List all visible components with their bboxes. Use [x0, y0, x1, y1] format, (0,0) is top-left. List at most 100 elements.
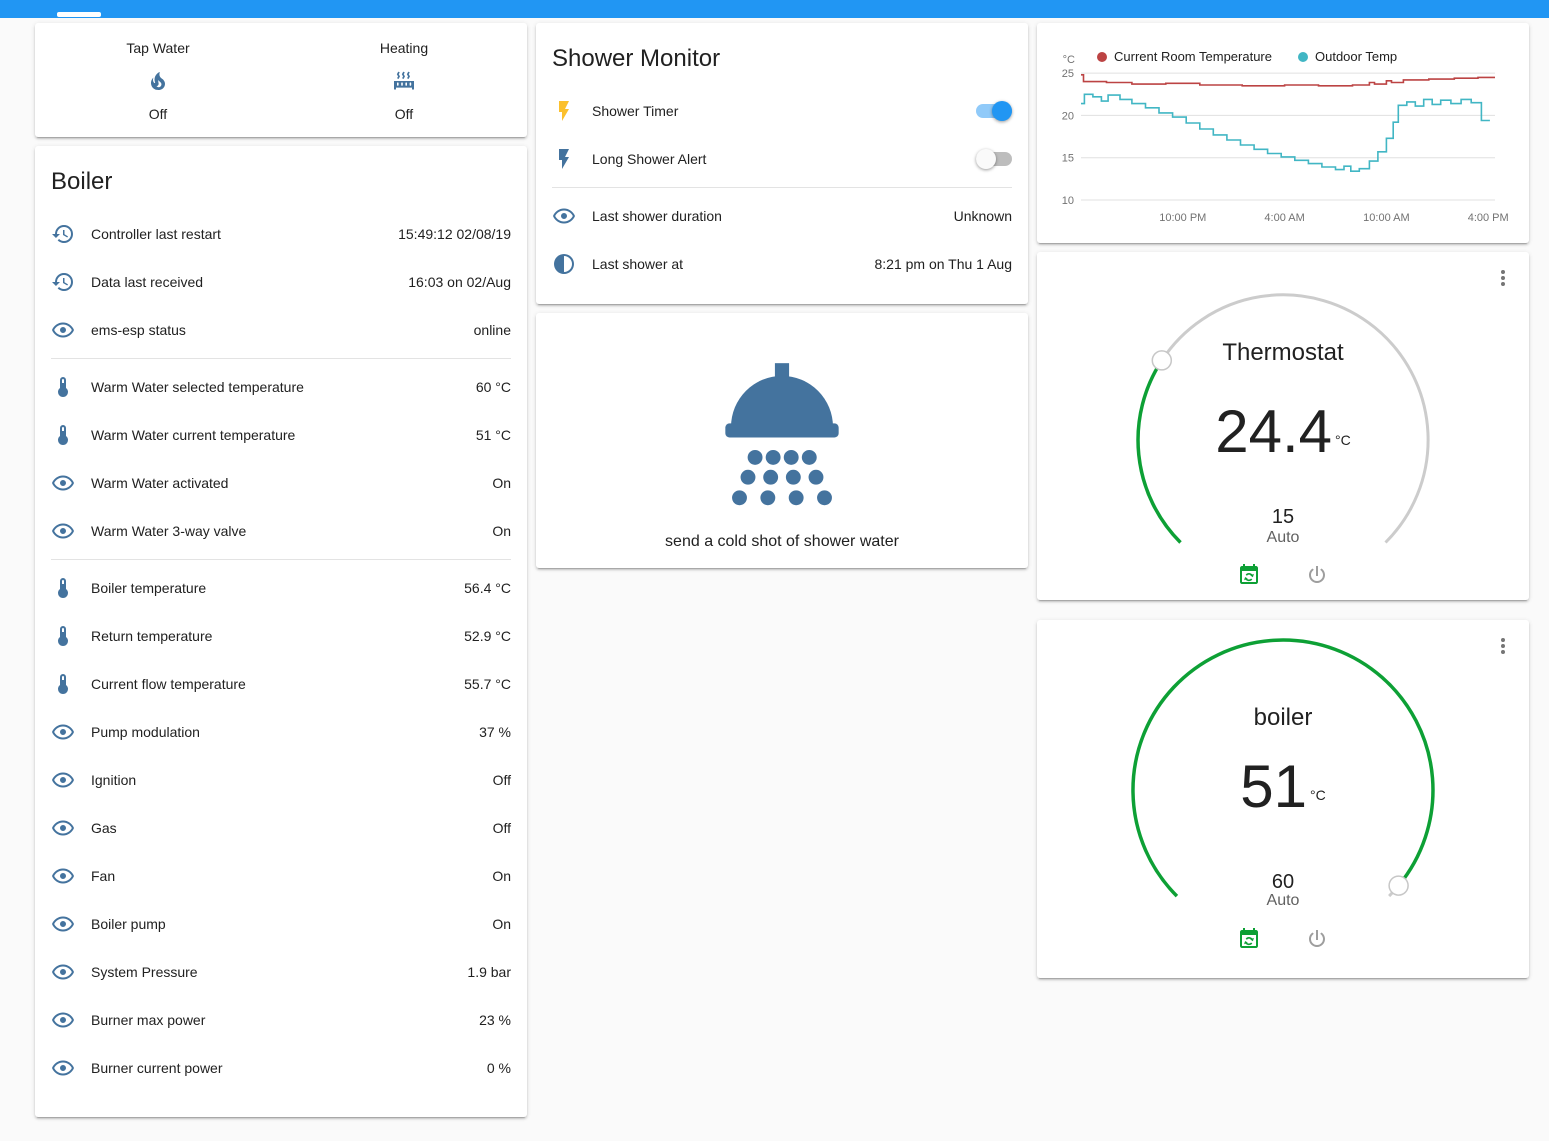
history-icon: [51, 222, 75, 246]
entity-row-ww-current-temp[interactable]: Warm Water current temperature 51 °C: [35, 411, 527, 459]
left-column: Tap Water Off Heating Off Boiler Control…: [35, 23, 527, 1117]
eye-icon: [51, 864, 75, 888]
entity-row-controller-last-restart[interactable]: Controller last restart 15:49:12 02/08/1…: [35, 210, 527, 258]
entity-row-burner-max-power[interactable]: Burner max power 23 %: [35, 996, 527, 1044]
boiler-gauge-card: boiler 51 °C 60 Auto: [1037, 620, 1529, 978]
thermometer-icon: [51, 672, 75, 696]
entity-row-ww-3way-valve[interactable]: Warm Water 3-way valve On: [35, 507, 527, 555]
shower-action-card[interactable]: send a cold shot of shower water: [536, 313, 1028, 568]
glance-state: Off: [148, 106, 168, 122]
gauge-mode: Auto: [1266, 529, 1300, 546]
legend-dot: [1097, 51, 1107, 62]
gauge-title: boiler: [1253, 704, 1313, 731]
toggle-row-shower-timer[interactable]: Shower Timer: [536, 87, 1028, 135]
svg-text:15: 15: [1062, 153, 1074, 165]
temperature-history-chart: 10 15 20 25 °C 10:00 PM 4:00 AM 10:00 AM 4:00 PM: [1062, 54, 1509, 224]
shower-head-icon: [697, 349, 867, 519]
chart-legend: Current Room Temperature Outdoor Temp: [1097, 49, 1397, 64]
entity-row-data-last-received[interactable]: Data last received 16:03 on 02/Aug: [35, 258, 527, 306]
eye-icon: [51, 1008, 75, 1032]
svg-text:4:00 AM: 4:00 AM: [1264, 212, 1304, 224]
card-title: Shower Monitor: [552, 45, 721, 72]
gauge-unit: °C: [1335, 432, 1351, 448]
calendar-sync-icon[interactable]: [1237, 927, 1261, 951]
entity-row-boiler-temperature[interactable]: Boiler temperature 56.4 °C: [35, 564, 527, 612]
card-title: Boiler: [51, 168, 113, 195]
switch-knob: [992, 101, 1012, 121]
glance-state: Off: [394, 106, 414, 122]
history-chart-card: 10 15 20 25 °C 10:00 PM 4:00 AM 10:00 AM 4:00 PM…: [1037, 23, 1529, 243]
entity-row-last-shower-at[interactable]: Last shower at 8:21 pm on Thu 1 Aug: [536, 240, 1028, 288]
gauge-title: Thermostat: [1222, 339, 1344, 366]
svg-text:°C: °C: [1063, 54, 1075, 66]
power-icon[interactable]: [1305, 563, 1329, 587]
boiler-readout: boiler 51 °C 60 Auto: [1037, 620, 1529, 978]
entity-row-burner-current-power[interactable]: Burner current power 0 %: [35, 1044, 527, 1092]
eye-icon: [51, 519, 75, 543]
fire-icon: [146, 69, 170, 93]
section-divider: [51, 559, 511, 560]
gauge-actions: [1037, 927, 1529, 951]
entity-row-pump-modulation[interactable]: Pump modulation 37 %: [35, 708, 527, 756]
entity-row-return-temperature[interactable]: Return temperature 52.9 °C: [35, 612, 527, 660]
history-icon: [51, 270, 75, 294]
thermostat-dial[interactable]: [1037, 252, 1529, 600]
glance-label: Heating: [379, 40, 429, 56]
eye-icon: [51, 768, 75, 792]
section-divider: [552, 187, 1012, 188]
boiler-card: Boiler Controller last restart 15:49:12 …: [35, 146, 527, 1117]
thermometer-icon: [51, 576, 75, 600]
section-divider: [51, 358, 511, 359]
flash-icon: [552, 99, 576, 123]
eye-icon: [51, 912, 75, 936]
radiator-icon: [392, 69, 416, 93]
entity-row-ww-selected-temp[interactable]: Warm Water selected temperature 60 °C: [35, 363, 527, 411]
gauge-actions: [1037, 563, 1529, 587]
gauge-mode: Auto: [1266, 892, 1300, 909]
svg-text:20: 20: [1062, 110, 1074, 122]
thermometer-icon: [51, 423, 75, 447]
shower-action-label: send a cold shot of shower water: [665, 533, 899, 550]
gauge-target: 60: [1271, 871, 1295, 893]
eye-icon: [51, 720, 75, 744]
long-shower-alert-switch[interactable]: [976, 149, 1012, 169]
entity-row-gas[interactable]: Gas Off: [35, 804, 527, 852]
dial-handle: [1151, 350, 1173, 371]
shower-timer-switch[interactable]: [976, 101, 1012, 121]
eye-icon: [51, 318, 75, 342]
entity-row-current-flow-temperature[interactable]: Current flow temperature 55.7 °C: [35, 660, 527, 708]
app-header: [0, 0, 1549, 18]
eye-icon: [51, 960, 75, 984]
entity-row-ignition[interactable]: Ignition Off: [35, 756, 527, 804]
active-tab-indicator[interactable]: [57, 12, 101, 17]
legend-dot: [1298, 51, 1308, 62]
clock-half-icon: [552, 252, 576, 276]
calendar-sync-icon[interactable]: [1237, 563, 1261, 587]
entity-row-last-shower-duration[interactable]: Last shower duration Unknown: [536, 192, 1028, 240]
eye-icon: [51, 471, 75, 495]
glance-item-tap-water[interactable]: Tap Water Off: [35, 40, 281, 122]
eye-icon: [51, 816, 75, 840]
shower-monitor-card: Shower Monitor Shower Timer Long Shower …: [536, 23, 1028, 304]
eye-icon: [51, 1056, 75, 1080]
legend-item-outdoor-temp: Outdoor Temp: [1298, 49, 1397, 64]
toggle-row-long-shower-alert[interactable]: Long Shower Alert: [536, 135, 1028, 183]
gauge-value: 51 °C: [1240, 753, 1326, 820]
svg-text:10:00 PM: 10:00 PM: [1159, 212, 1206, 224]
svg-text:4:00 PM: 4:00 PM: [1468, 212, 1509, 224]
legend-item-room-temperature: Current Room Temperature: [1097, 49, 1272, 64]
boiler-dial[interactable]: [1037, 620, 1529, 978]
right-column: 10 15 20 25 °C 10:00 PM 4:00 AM 10:00 AM 4:00 PM…: [1037, 23, 1529, 978]
entity-row-fan[interactable]: Fan On: [35, 852, 527, 900]
glance-item-heating[interactable]: Heating Off: [281, 40, 527, 122]
power-icon[interactable]: [1305, 927, 1329, 951]
svg-text:10:00 AM: 10:00 AM: [1363, 212, 1409, 224]
thermostat-card: Thermostat 24.4 °C 15 Auto: [1037, 252, 1529, 600]
thermostat-readout: Thermostat 24.4 °C 15 Auto: [1037, 252, 1529, 600]
entity-row-ems-esp-status[interactable]: ems-esp status online: [35, 306, 527, 354]
entity-row-system-pressure[interactable]: System Pressure 1.9 bar: [35, 948, 527, 996]
thermometer-icon: [51, 624, 75, 648]
entity-row-ww-activated[interactable]: Warm Water activated On: [35, 459, 527, 507]
gauge-value: 24.4 °C: [1215, 398, 1351, 465]
entity-row-boiler-pump[interactable]: Boiler pump On: [35, 900, 527, 948]
